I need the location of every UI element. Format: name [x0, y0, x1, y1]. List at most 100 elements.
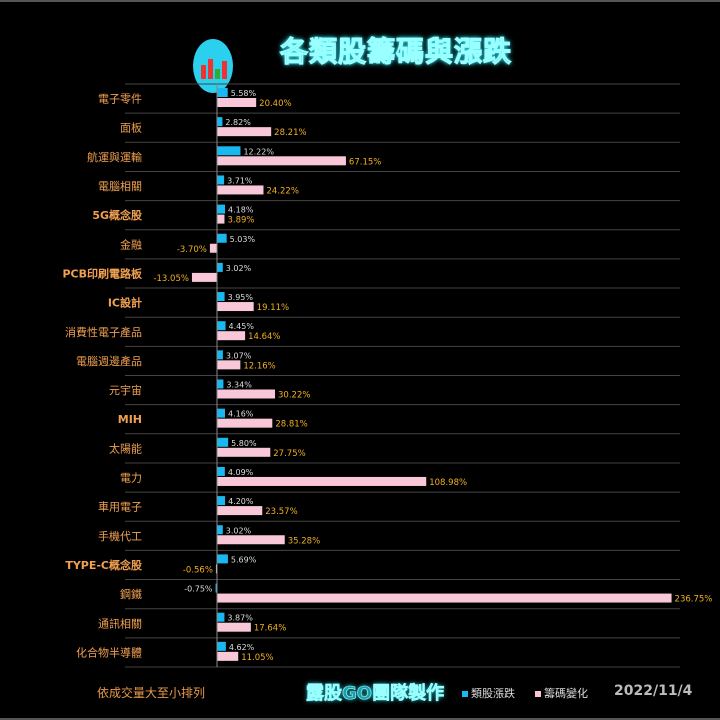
legend-item-sector-change: 類股漲跌 [462, 685, 515, 701]
sector-change-bar [217, 175, 225, 185]
category-label: 面板 [120, 121, 142, 135]
data-label: 27.75% [273, 449, 305, 459]
data-label: 30.22% [278, 391, 310, 401]
data-label: -13.05% [153, 274, 188, 284]
sector-change-bar [217, 379, 224, 389]
category-label: 元宇宙 [109, 383, 142, 397]
sector-change-bar [217, 262, 223, 272]
data-label: 12.22% [243, 147, 274, 156]
data-label: 14.64% [248, 332, 280, 342]
data-label: 3.02% [226, 526, 252, 535]
chip-change-bar [217, 302, 254, 312]
data-label: 20.40% [259, 99, 291, 109]
category-label: 金融 [120, 237, 142, 251]
legend-item-chip-change: 籌碼變化 [535, 685, 588, 701]
data-label: 4.45% [229, 322, 255, 331]
data-label: 2.82% [225, 118, 251, 127]
chip-change-bar [217, 506, 263, 516]
sector-change-bar [217, 496, 226, 506]
sector-change-bar [217, 117, 223, 127]
data-label: 236.75% [675, 595, 713, 605]
data-label: 35.28% [288, 536, 320, 546]
data-label: 19.11% [257, 303, 289, 313]
category-label: IC設計 [108, 296, 142, 310]
chip-change-bar [217, 214, 225, 224]
legend-swatch [462, 691, 468, 697]
chip-change-bar [217, 331, 246, 341]
category-label: 電力 [120, 472, 142, 485]
chip-change-bar [217, 593, 672, 603]
sector-change-bar [217, 408, 225, 418]
credit: 露股GO團隊製作 [306, 683, 445, 705]
chip-change-bar [217, 447, 271, 457]
sector-change-bar [217, 350, 223, 360]
data-label: 3.71% [227, 176, 253, 185]
data-label: 24.22% [267, 186, 299, 196]
data-label: 67.15% [349, 157, 381, 167]
category-label: 鋼鐵 [120, 587, 142, 601]
date: 2022/11/4 [614, 683, 693, 699]
sector-change-bar [217, 437, 229, 447]
chip-change-bar [217, 535, 285, 545]
data-label: 4.16% [228, 410, 254, 419]
data-label: 17.64% [254, 624, 286, 634]
chip-change-bar [209, 243, 217, 253]
data-label: 3.02% [226, 264, 252, 273]
data-label: 12.16% [243, 361, 275, 371]
chip-change-bar [217, 185, 264, 195]
data-label: 28.81% [275, 420, 307, 430]
data-label: 3.34% [226, 381, 252, 390]
sort-note: 依成交量大至小排列 [97, 686, 206, 700]
category-label: TYPE-C概念股 [65, 558, 143, 572]
chip-change-bar [217, 389, 276, 399]
data-label: 5.69% [231, 555, 257, 564]
chip-change-bar [217, 651, 239, 661]
data-label: -3.70% [177, 245, 207, 255]
legend-swatch [535, 691, 541, 697]
sector-change-bar [217, 466, 225, 476]
sector-change-bar [217, 612, 225, 622]
sector-change-bar [217, 146, 241, 156]
category-label: 電子零件 [98, 93, 142, 106]
category-label: 電腦相關 [98, 179, 142, 193]
chip-change-bar [217, 98, 257, 107]
sector-change-bar [217, 204, 226, 214]
category-label: 消費性電子產品 [65, 325, 142, 339]
category-label: 5G概念股 [92, 208, 143, 222]
chip-change-bar [217, 360, 241, 370]
legend-label: 類股漲跌 [471, 687, 515, 700]
category-label: 化合物半導體 [76, 645, 142, 659]
data-label: 4.20% [228, 497, 254, 506]
data-label: 4.09% [228, 468, 254, 477]
legend-label: 籌碼變化 [544, 687, 588, 700]
chip-change-bar [217, 156, 346, 166]
chip-change-bar [217, 622, 251, 632]
chip-change-bar [217, 127, 272, 137]
chip-change-bar [217, 418, 273, 428]
sector-change-bar [217, 641, 226, 651]
data-label: 23.57% [265, 507, 297, 517]
category-label: 車用電子 [98, 500, 142, 514]
data-label: 108.98% [429, 478, 467, 488]
category-label: PCB印刷電路板 [62, 266, 143, 280]
category-label: 電腦週邊產品 [76, 354, 142, 368]
data-label: 28.21% [274, 128, 306, 138]
data-label: -0.75% [184, 585, 213, 594]
data-label: 5.03% [230, 235, 256, 244]
chip-change-bar [191, 272, 217, 282]
data-label: 11.05% [241, 653, 273, 663]
chip-change-bar [217, 476, 427, 486]
sector-change-bar [217, 321, 226, 331]
data-label: 5.80% [231, 439, 257, 448]
sector-change-bar [217, 233, 227, 243]
sector-change-bar [217, 292, 225, 302]
chart-title: 各類股籌碼與漲跌 [279, 35, 513, 69]
data-label: 3.95% [228, 293, 254, 302]
data-label: 4.18% [228, 206, 254, 215]
sector-change-bar [217, 88, 228, 97]
data-label: 3.89% [227, 216, 254, 226]
chip-change-bar [215, 564, 217, 574]
data-label: -0.56% [183, 565, 213, 575]
